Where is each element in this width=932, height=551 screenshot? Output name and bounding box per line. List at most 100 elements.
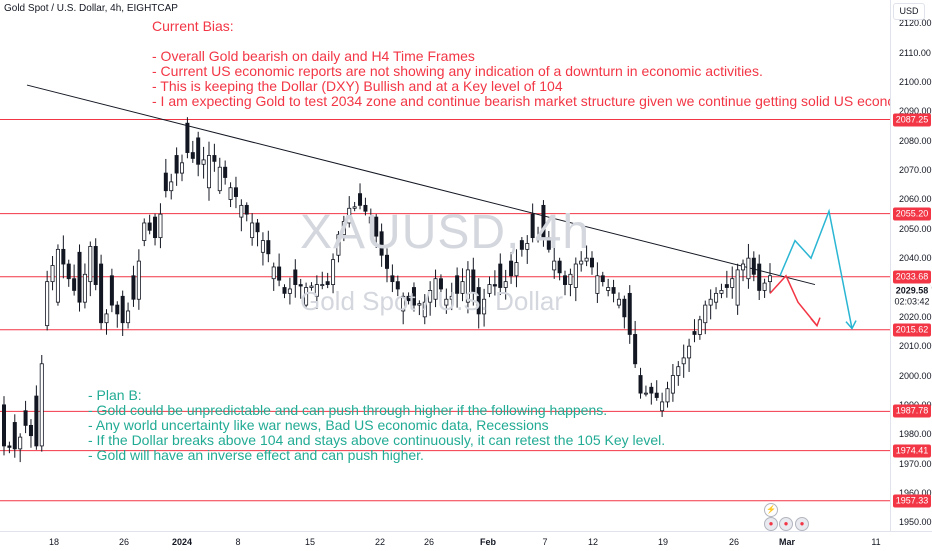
candle-body [23, 410, 28, 426]
candle-body [201, 159, 206, 165]
candle-body [579, 260, 584, 265]
lightning-event-icon[interactable]: ⚡ [764, 503, 778, 517]
plan-b-line: - Gold could be unpredictable and can pu… [88, 402, 608, 418]
level-price-tag[interactable]: 2087.25 [893, 113, 931, 127]
candle-body [341, 221, 346, 236]
candle-body [2, 404, 7, 447]
level-price-tag[interactable]: 2055.20 [893, 207, 931, 221]
candle-body [158, 213, 163, 239]
candle-body [616, 298, 621, 306]
price-tick-label: 2060.00 [899, 194, 932, 205]
candle-body [563, 275, 568, 285]
candle-body [304, 287, 309, 306]
level-price-tag[interactable]: 2015.62 [893, 323, 931, 337]
level-price-tag[interactable]: 1987.78 [893, 404, 931, 418]
candle-body [401, 295, 406, 312]
candle-body [530, 213, 535, 239]
candle-body [384, 254, 389, 269]
price-tick-label: 2110.00 [899, 47, 931, 58]
candle-body [417, 303, 422, 306]
time-tick-label: 26 [728, 537, 740, 547]
candle-body [206, 155, 211, 189]
candle-body [244, 204, 249, 215]
candle-body [433, 278, 438, 300]
level-price-tag[interactable]: 1957.33 [893, 494, 931, 508]
candle-body [142, 222, 147, 241]
candle-body [131, 275, 136, 300]
level-price-tag[interactable]: 1974.41 [893, 444, 931, 458]
candle-body [622, 298, 627, 318]
bullish-projection-arrowhead [845, 320, 857, 330]
candle-body [61, 248, 66, 265]
candle-body [66, 263, 71, 280]
candle-body [223, 166, 228, 178]
plan-b-line: - Plan B: [88, 387, 142, 403]
candle-body [714, 292, 719, 303]
candle-body [768, 275, 773, 283]
candle-body [250, 222, 255, 239]
candle-body [358, 193, 363, 206]
candle-body [438, 278, 443, 290]
candle-body [255, 222, 260, 233]
current-price-label: 2029.58 [893, 284, 931, 298]
us-flag-event-icon[interactable]: ● [764, 517, 778, 531]
current-bias-note[interactable]: Current Bias: - Overall Gold bearish on … [152, 19, 890, 109]
us-flag-event-icon[interactable]: ● [795, 517, 809, 531]
price-tick-label: 2040.00 [899, 253, 932, 264]
candle-body [260, 240, 265, 253]
time-tick-label: 19 [657, 537, 669, 547]
plan-b-note[interactable]: - Plan B: - Gold could be unpredictable … [88, 388, 665, 463]
candle-body [93, 246, 98, 285]
candle-body [293, 269, 298, 285]
candle-body [525, 243, 530, 250]
price-tick-label: 2010.00 [899, 341, 932, 352]
candle-body [7, 445, 12, 448]
candle-body [757, 263, 762, 291]
candle-body [406, 295, 411, 302]
time-tick-label: Mar [778, 537, 796, 547]
plan-b-line: - Gold will have an inverse effect and c… [88, 447, 424, 463]
candle-body [174, 155, 179, 174]
candle-body [104, 313, 109, 324]
price-tick-label: 1960.00 [899, 487, 932, 498]
candle-body [217, 166, 222, 192]
candle-body [374, 216, 379, 237]
price-tick-label: 2050.00 [899, 223, 932, 234]
plan-b-line: - If the Dollar breaks above 104 and sta… [88, 432, 666, 448]
candle-body [39, 363, 44, 447]
candle-body [654, 392, 659, 398]
price-axis[interactable]: 2120.00 2110.00 2100.00 2090.00 2080.00 2070.… [890, 0, 932, 531]
price-tick-label: 2020.00 [899, 311, 932, 322]
candle-body [109, 275, 114, 306]
currency-selector[interactable]: USD [893, 3, 925, 20]
chart-plot-area[interactable]: XAUUSD, 4h Gold Spot / U.S. Dollar Gold … [0, 0, 890, 531]
time-axis[interactable]: 18 26 2024 8 15 22 26 Feb 7 12 19 26 Mar 11 [0, 531, 932, 551]
candle-body [471, 269, 476, 293]
candle-body [730, 278, 735, 288]
candle-body [45, 281, 50, 327]
bullish-projection-path [779, 208, 853, 329]
candle-body [638, 375, 643, 394]
candle-body [460, 281, 465, 294]
price-tick-label: 2000.00 [899, 370, 932, 381]
candle-body [557, 260, 562, 274]
candle-body [233, 187, 238, 197]
candle-body [600, 275, 605, 283]
candle-body [687, 345, 692, 359]
candle-body [28, 424, 33, 437]
trendline [26, 84, 816, 286]
us-flag-event-icon[interactable]: ● [779, 517, 793, 531]
candle-body [428, 290, 433, 303]
candle-body [99, 263, 104, 324]
chart-header-symbol[interactable]: Gold Spot / U.S. Dollar, 4h, EIGHTCAP [4, 3, 178, 14]
candle-body [503, 281, 508, 288]
candle-body [482, 298, 487, 315]
price-tick-label: 1990.00 [899, 400, 932, 410]
candle-body [82, 273, 87, 303]
time-tick-label: 26 [118, 537, 130, 547]
candlestick-chart[interactable] [0, 0, 890, 531]
bias-line: - Overall Gold bearish on daily and H4 T… [152, 48, 475, 64]
candle-body [153, 216, 158, 239]
level-price-tag[interactable]: 2033.68 [893, 270, 931, 284]
candle-body [670, 375, 675, 394]
